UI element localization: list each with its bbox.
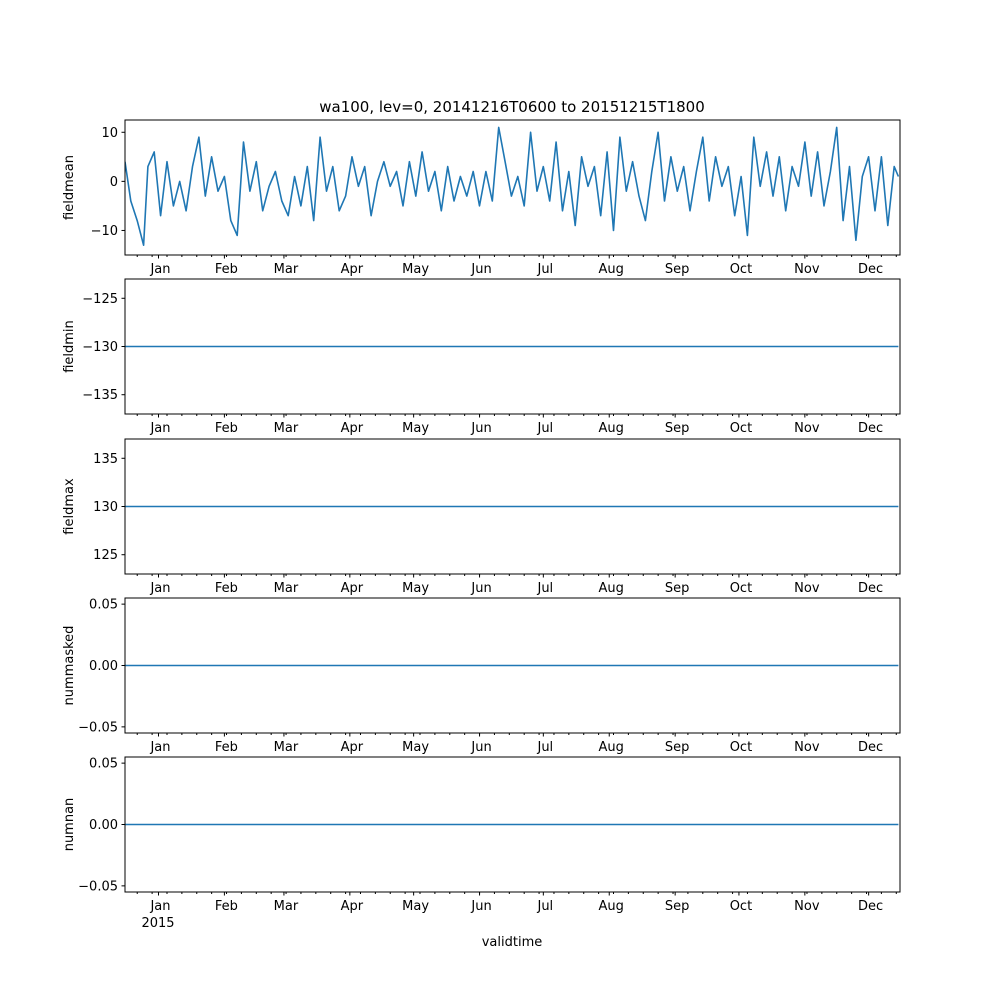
y-tick-label: 0 xyxy=(110,175,118,190)
x-tick-label: Jul xyxy=(536,262,553,277)
x-tick-label: Oct xyxy=(730,262,752,277)
x-tick-label: Apr xyxy=(341,421,364,436)
x-tick-label: May xyxy=(402,581,429,596)
x-tick-label: Feb xyxy=(215,421,238,436)
x-tick-label: Jul xyxy=(536,899,553,914)
x-tick-label: Oct xyxy=(730,421,752,436)
x-tick-label: Oct xyxy=(730,740,752,755)
y-tick-label: 125 xyxy=(93,548,118,563)
x-tick-label: Nov xyxy=(794,740,820,755)
x-tick-label: Nov xyxy=(794,421,820,436)
y-tick-label: 0.05 xyxy=(89,598,118,613)
x-tick-label: Dec xyxy=(858,740,883,755)
x-tick-label: Jan xyxy=(149,740,170,755)
x-tick-label: Jul xyxy=(536,740,553,755)
x-axis-label: validtime xyxy=(482,935,543,950)
x-tick-label: Dec xyxy=(858,421,883,436)
series-line-fieldmean xyxy=(125,126,900,246)
y-tick-label: −125 xyxy=(82,292,118,307)
x-tick-label: Apr xyxy=(341,899,364,914)
subplot-fieldmin: −135 −130 −125 fieldmin Jan Feb Mar Apr May Jun Ju… xyxy=(62,278,901,436)
y-axis-label: fieldmean xyxy=(62,155,77,220)
x-tick-label: Mar xyxy=(274,421,299,436)
x-tick-label: Jun xyxy=(470,740,491,755)
x-tick-label: Feb xyxy=(215,262,238,277)
y-axis-label: nummasked xyxy=(62,626,77,706)
chart-title: wa100, lev=0, 20141216T0600 to 20151215T… xyxy=(319,98,705,116)
subplot-nummasked: −0.05 0.00 0.05 nummasked Jan Feb Mar Apr May Jun… xyxy=(62,597,901,755)
x-tick-label: Nov xyxy=(794,899,820,914)
x-tick-label: Dec xyxy=(858,262,883,277)
y-tick-label: 10 xyxy=(101,126,118,141)
y-tick-label: 130 xyxy=(93,500,118,515)
x-tick-label: Jan xyxy=(149,262,170,277)
x-tick-label: Feb xyxy=(215,581,238,596)
x-tick-label: Jun xyxy=(470,421,491,436)
x-tick-label: May xyxy=(402,262,429,277)
x-tick-label: Feb xyxy=(215,740,238,755)
x-tick-label: Dec xyxy=(858,899,883,914)
axes-frame xyxy=(124,119,901,256)
x-tick-label: Mar xyxy=(274,899,299,914)
x-tick-label: Nov xyxy=(794,581,820,596)
x-tick-label: Aug xyxy=(599,740,624,755)
x-tick-label: Aug xyxy=(599,421,624,436)
x-tick-label: Sep xyxy=(665,581,690,596)
x-tick-label: Oct xyxy=(730,899,752,914)
y-tick-label: −0.05 xyxy=(78,879,118,894)
x-tick-label: Jun xyxy=(470,262,491,277)
x-tick-label: Apr xyxy=(341,262,364,277)
x-tick-label: Mar xyxy=(274,262,299,277)
x-tick-label: Mar xyxy=(274,740,299,755)
subplots: −10 0 10 fieldmean Jan Feb Mar Apr May Jun Jul Aug S… xyxy=(62,119,901,914)
x-tick-label: Jul xyxy=(536,421,553,436)
x-tick-label: Aug xyxy=(599,581,624,596)
x-tick-label: May xyxy=(402,740,429,755)
x-tick-label: Mar xyxy=(274,581,299,596)
x-tick-label: Jul xyxy=(536,581,553,596)
x-tick-label: Jan xyxy=(149,581,170,596)
x-tick-label: Dec xyxy=(858,581,883,596)
y-tick-label: −10 xyxy=(91,224,118,239)
x-year-label: 2015 xyxy=(141,916,174,931)
x-tick-label: Jan xyxy=(149,421,170,436)
x-tick-label: Aug xyxy=(599,262,624,277)
y-tick-label: 0.00 xyxy=(89,659,118,674)
y-tick-label: 0.05 xyxy=(89,757,118,772)
y-tick-label: 0.00 xyxy=(89,818,118,833)
x-tick-label: Apr xyxy=(341,740,364,755)
x-tick-label: Sep xyxy=(665,262,690,277)
subplot-fieldmax: 125 130 135 fieldmax Jan Feb Mar Apr May Jun Jul Au… xyxy=(62,438,901,596)
x-tick-label: Oct xyxy=(730,581,752,596)
x-tick-label: Jun xyxy=(470,581,491,596)
subplot-fieldmean: −10 0 10 fieldmean Jan Feb Mar Apr May Jun Jul Aug S… xyxy=(62,119,901,277)
y-tick-label: −0.05 xyxy=(78,720,118,735)
y-tick-label: −135 xyxy=(82,388,118,403)
x-tick-label: Apr xyxy=(341,581,364,596)
x-tick-label: Aug xyxy=(599,899,624,914)
x-tick-label: May xyxy=(402,899,429,914)
x-tick-label: May xyxy=(402,421,429,436)
x-tick-label: Sep xyxy=(665,899,690,914)
x-tick-label: Nov xyxy=(794,262,820,277)
y-axis-label: fieldmin xyxy=(62,320,77,373)
x-tick-label: Sep xyxy=(665,421,690,436)
x-tick-label: Jun xyxy=(470,899,491,914)
y-axis-label: numnan xyxy=(62,798,77,852)
x-tick-label: Jan xyxy=(149,899,170,914)
y-tick-label: −130 xyxy=(82,340,118,355)
subplot-numnan: −0.05 0.00 0.05 numnan Jan Feb Mar Apr May Jun Jul… xyxy=(62,756,901,914)
x-tick-label: Sep xyxy=(665,740,690,755)
x-tick-label: Feb xyxy=(215,899,238,914)
y-axis-label: fieldmax xyxy=(62,478,77,535)
y-tick-label: 135 xyxy=(93,452,118,467)
